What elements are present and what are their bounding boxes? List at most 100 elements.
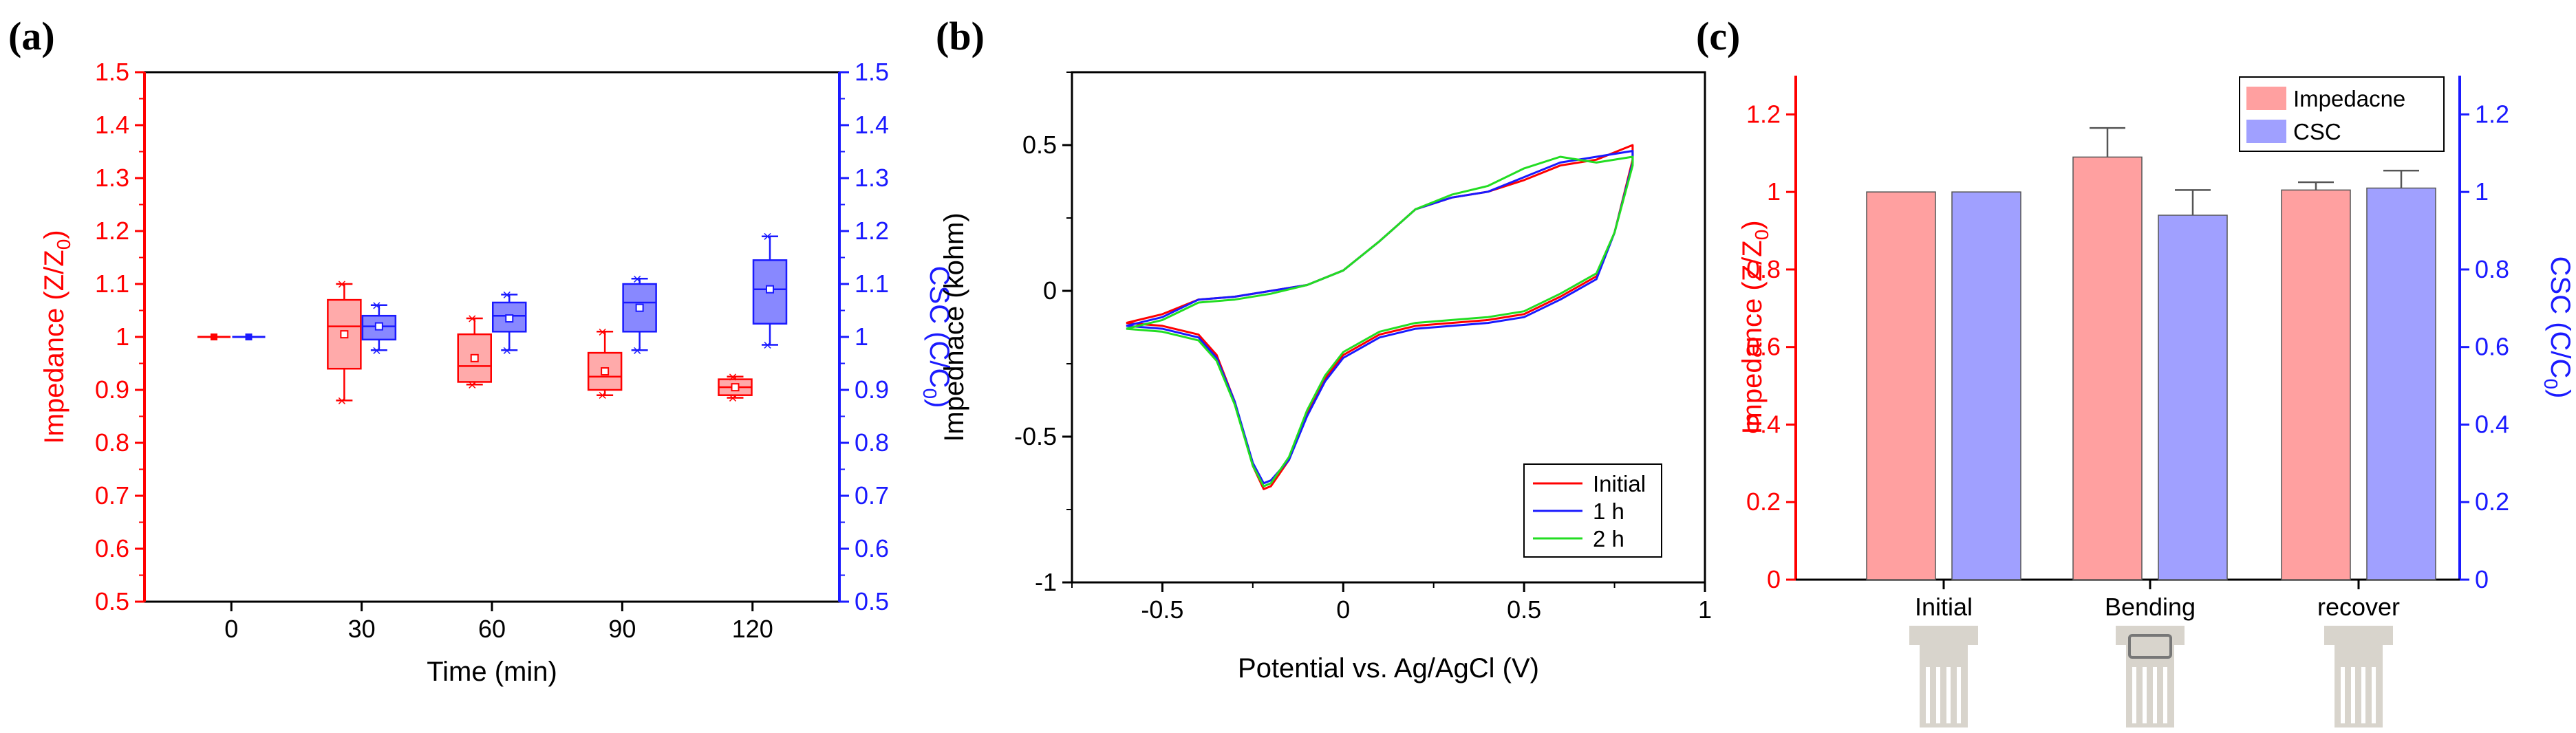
device-trace [2132, 667, 2136, 723]
box-mean-marker [245, 333, 253, 340]
a-right-ytick-label: 1.1 [855, 270, 889, 298]
c-left-ytick-label: 0.8 [1746, 255, 1781, 283]
box-csc-60: ×× [492, 287, 527, 358]
panel-b-xlabel: Potential vs. Ag/AgCl (V) [1238, 653, 1539, 683]
c-left-ytick-label: 1 [1767, 177, 1781, 206]
box-min-marker: × [728, 391, 738, 406]
a-right-ytick-label: 1.5 [855, 58, 889, 86]
c-right-ytick-label: 0.8 [2475, 255, 2509, 283]
a-left-ylabel-main: Impedance (Z/Z [39, 250, 69, 444]
box-max-marker: × [597, 325, 608, 339]
c-xtick-label-bending: Bending [2105, 593, 2196, 621]
box-csc-90: ×× [622, 272, 657, 358]
box-impedance-30: ×× [327, 277, 362, 408]
device-trace [1926, 667, 1930, 723]
a-right-ylabel-main: CSC (C/C [924, 266, 954, 389]
box-mean-marker [766, 285, 774, 294]
box-min-marker: × [372, 343, 382, 358]
c-left-ylabel-end: ) [1737, 220, 1768, 229]
a-xtick-label: 30 [348, 615, 376, 643]
device-trace [2153, 667, 2157, 723]
box-mean-marker [601, 367, 610, 376]
bar-impedacne-bending [2072, 156, 2143, 580]
a-left-ytick-label: 1.4 [95, 111, 129, 139]
a-left-ytick-label: 0.6 [95, 534, 129, 562]
panel-b-ylabel: Impednace (kohm) [939, 212, 969, 441]
a-left-ytick-label: 0.5 [95, 587, 129, 615]
device-icon-flat [1909, 626, 1978, 727]
c-right-ytick-label: 0 [2475, 565, 2489, 593]
c-right-ylabel-end: ) [2545, 389, 2575, 398]
box-mean-marker [374, 322, 383, 331]
legend-swatch-impedance [2246, 87, 2286, 110]
b-ytick-label: 0.5 [1022, 131, 1057, 159]
box-min-marker: × [336, 393, 347, 408]
box-max-marker: × [502, 287, 512, 302]
panel-a-xlabel: Time (min) [427, 657, 557, 687]
c-left-ylabel-main: Impedance (Z/Z [1737, 240, 1768, 434]
device-bend [2128, 634, 2172, 659]
device-trace [1936, 667, 1940, 723]
a-left-ytick-label: 0.9 [95, 375, 129, 404]
b-ytick-label: -1 [1035, 568, 1057, 596]
box-csc-120: ×× [752, 230, 788, 353]
box-min-marker: × [762, 338, 773, 353]
a-left-ytick-label: 1.3 [95, 164, 129, 192]
c-left-ytick-label: 1.2 [1746, 100, 1781, 128]
legend-swatch-csc [2246, 120, 2286, 143]
device-head [1909, 626, 1978, 645]
cv-curve-2-h [1126, 155, 1634, 488]
device-trace [1957, 667, 1961, 723]
cv-curve-initial [1126, 144, 1634, 490]
device-icon-bent [2116, 626, 2185, 727]
b-xtick-label: 0.5 [1507, 595, 1541, 624]
box-mean-marker [635, 303, 644, 312]
bar-impedacne-initial [1866, 191, 1936, 580]
c-left-ytick-label: 0 [1767, 565, 1781, 593]
c-xtick-label-recover: recover [2317, 593, 2400, 621]
a-xtick-label: 90 [608, 615, 636, 643]
box-max-marker: × [467, 311, 477, 326]
a-left-ytick-label: 1.5 [95, 58, 129, 86]
box-max-marker: × [762, 230, 773, 244]
panel-a-right-ylabel: CSC (C/C0) [919, 266, 954, 408]
panel-b-label: (b) [936, 14, 985, 58]
a-right-ytick-label: 0.7 [855, 481, 889, 510]
bar-csc-bending [2158, 215, 2228, 580]
b-ytick-label: -0.5 [1014, 422, 1057, 450]
b-ytick-label: 0 [1043, 276, 1057, 305]
device-trace [2341, 667, 2345, 723]
device-icon-flat [2324, 626, 2393, 727]
panel-b-frame [1071, 71, 1706, 584]
bar-csc-recover [2366, 187, 2436, 580]
box-mean-marker [470, 353, 479, 362]
c-right-ytick-label: 1.2 [2475, 100, 2509, 128]
box-impedance-90: ×× [587, 325, 623, 403]
a-right-ytick-label: 1.2 [855, 217, 889, 245]
a-right-ytick-label: 0.6 [855, 534, 889, 562]
a-left-ytick-label: 1.2 [95, 217, 129, 245]
box-max-marker: × [372, 298, 382, 313]
bar-impedacne-recover [2281, 189, 2351, 580]
device-head [2324, 626, 2393, 645]
a-left-ytick-label: 1 [116, 322, 129, 351]
box-min-marker: × [597, 389, 608, 403]
box-max-marker: × [336, 277, 347, 292]
a-right-ytick-label: 1.3 [855, 164, 889, 192]
c-right-ytick-label: 0.6 [2475, 333, 2509, 361]
box-impedance-120: ×× [718, 370, 753, 406]
box-iqr [361, 314, 397, 341]
b-xtick-label: 1 [1698, 595, 1712, 624]
a-right-ytick-label: 1 [855, 322, 868, 351]
device-trace [1946, 667, 1951, 723]
panel-a-label: (a) [8, 14, 55, 58]
c-right-ytick-label: 1 [2475, 177, 2489, 206]
a-left-ytick-label: 0.7 [95, 481, 129, 510]
b-xtick-label: -0.5 [1141, 595, 1183, 624]
a-right-ytick-label: 0.5 [855, 587, 889, 615]
c-left-ytick-label: 0.2 [1746, 488, 1781, 516]
a-xtick-label: 120 [732, 615, 773, 643]
a-left-ytick-label: 1.1 [95, 270, 129, 298]
box-min-marker: × [502, 343, 512, 358]
c-left-ytick-label: 0.6 [1746, 333, 1781, 361]
